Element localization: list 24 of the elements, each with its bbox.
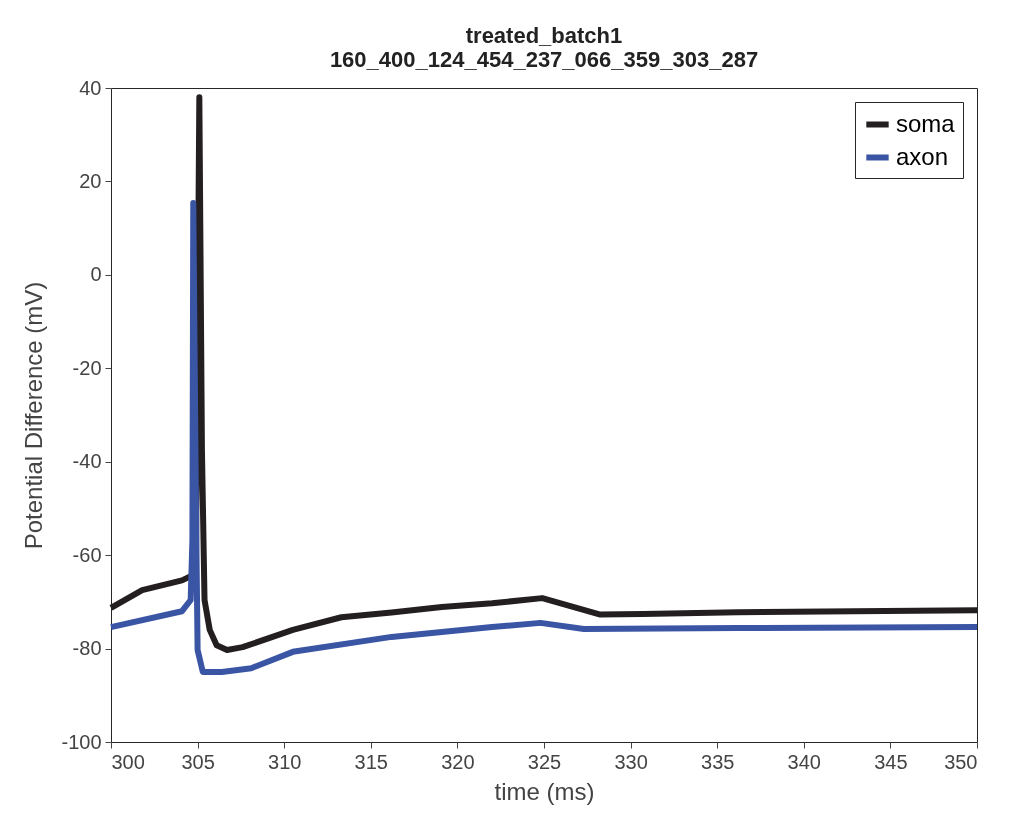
- y-tick-label: 40: [79, 76, 102, 99]
- legend-label: axon: [896, 142, 949, 170]
- x-axis-title: time (ms): [494, 777, 595, 805]
- y-tick-label: -20: [72, 356, 102, 379]
- x-tick-label: 300: [111, 750, 145, 773]
- chart-title: treated_batch1 160_400_124_454_237_066_359_303_287: [329, 23, 759, 72]
- y-tick-label: -40: [72, 450, 102, 473]
- x-tick-label: 315: [354, 750, 388, 773]
- y-tick-label: -100: [61, 730, 102, 753]
- x-tick-label: 325: [527, 750, 562, 773]
- x-tick-label: 310: [268, 750, 302, 773]
- y-tick-label: 0: [90, 263, 102, 286]
- x-tick-label: 345: [874, 750, 908, 773]
- legend-label: soma: [896, 109, 956, 137]
- y-tick-label: -60: [72, 543, 102, 566]
- x-tick-label: 320: [441, 750, 475, 773]
- x-tick-label: 335: [701, 750, 735, 773]
- y-tick-label: 20: [79, 169, 102, 192]
- y-tick-label: -80: [72, 637, 102, 660]
- x-tick-label: 330: [614, 750, 648, 773]
- y-axis-title: Potential Difference (mV): [20, 281, 48, 550]
- x-tick-label: 305: [181, 750, 215, 773]
- x-tick-label: 350: [944, 750, 978, 773]
- x-tick-label: 340: [787, 750, 821, 773]
